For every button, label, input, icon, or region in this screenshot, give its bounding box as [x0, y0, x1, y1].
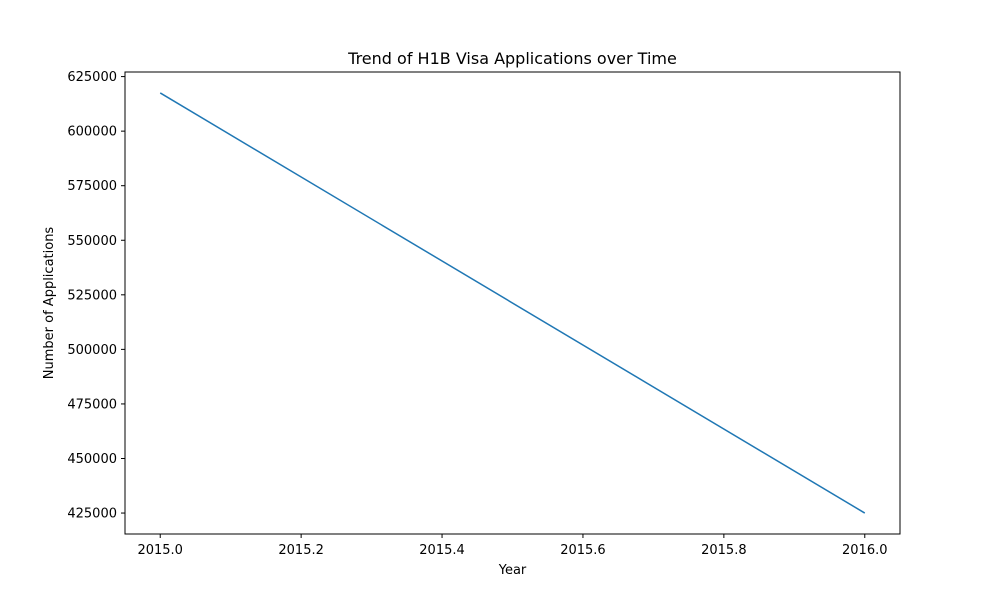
- x-tick-label: 2015.2: [278, 543, 324, 558]
- x-axis-label: Year: [498, 563, 527, 578]
- x-tick-label: 2015.6: [560, 543, 606, 558]
- x-tick-label: 2015.4: [419, 543, 465, 558]
- x-tick-label: 2015.8: [701, 543, 747, 558]
- plot-area: [124, 71, 901, 535]
- y-axis-label: Number of Applications: [42, 227, 57, 380]
- y-tick-label: 600000: [67, 125, 117, 140]
- y-tick-label: 475000: [67, 397, 117, 412]
- chart-title: Trend of H1B Visa Applications over Time: [347, 49, 677, 68]
- x-tick-label: 2016.0: [842, 543, 888, 558]
- series-layer: [159, 92, 866, 514]
- y-tick-label: 575000: [67, 179, 117, 194]
- y-axis: 425000 450000 475000 500000 525000 550000 5750…: [67, 70, 125, 522]
- y-tick-label: 625000: [67, 70, 117, 85]
- x-tick-label: 2015.0: [137, 543, 183, 558]
- x-axis: 2015.0 2015.2 2015.4 2015.6 2015.8 2016.0: [137, 534, 888, 558]
- series-line: [159, 92, 866, 514]
- y-tick-label: 450000: [67, 452, 117, 467]
- y-tick-label: 525000: [67, 288, 117, 303]
- y-tick-label: 550000: [67, 234, 117, 249]
- y-tick-label: 425000: [67, 507, 117, 522]
- y-tick-label: 500000: [67, 343, 117, 358]
